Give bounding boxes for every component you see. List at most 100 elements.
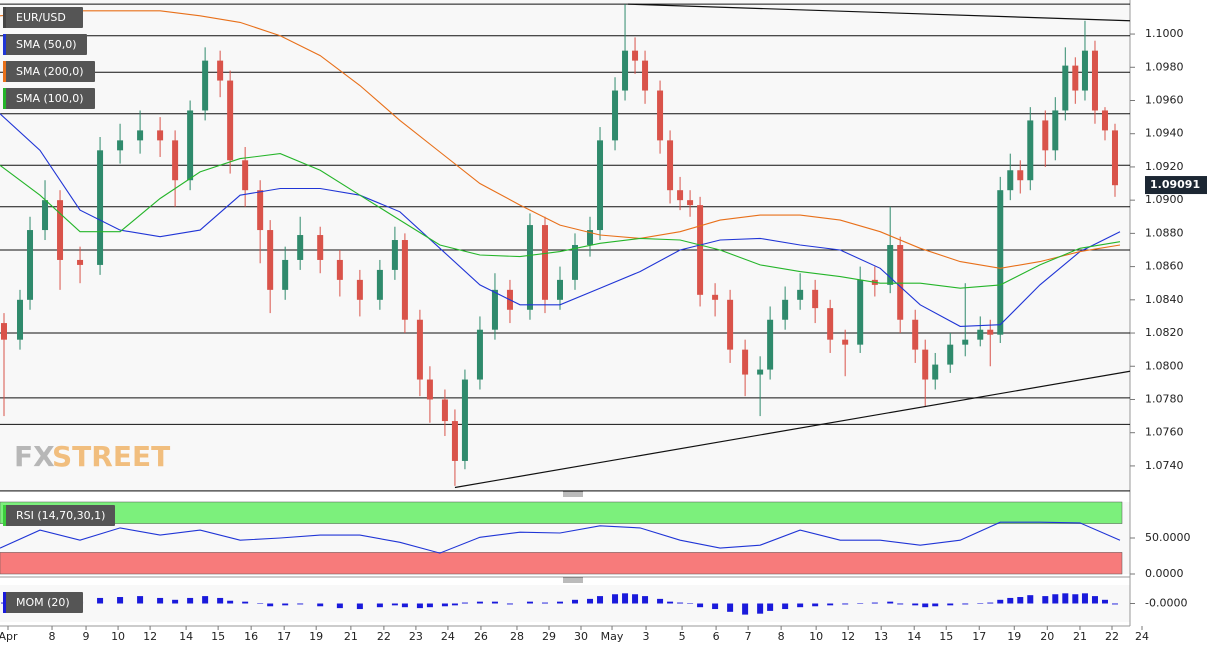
candle-body: [677, 190, 684, 201]
legend-label[interactable]: EUR/USD: [16, 11, 66, 24]
momentum-bar: [842, 603, 849, 605]
candle-body: [1072, 65, 1079, 91]
candle-body: [217, 60, 224, 81]
candle-body: [782, 299, 789, 320]
momentum-bar: [871, 602, 878, 604]
candle-body: [797, 289, 804, 300]
y-tick-label: 50.0000: [1145, 531, 1191, 544]
legend-box[interactable]: [3, 88, 95, 109]
x-tick-label: 12: [841, 630, 855, 643]
candle-body: [657, 90, 664, 141]
candle-body: [441, 399, 448, 422]
momentum-bar: [217, 597, 224, 604]
sma-line: [0, 113, 1121, 327]
candle-body: [391, 240, 398, 270]
candle-body: [117, 140, 124, 151]
pane-background: [0, 585, 1130, 622]
momentum-bar: [257, 603, 264, 604]
last-price-label: 1.09091: [1150, 178, 1200, 191]
legend-label[interactable]: RSI (14,70,30,1): [16, 509, 105, 522]
momentum-bar: [317, 603, 324, 607]
legend-swatch[interactable]: [3, 7, 6, 28]
momentum-bar: [797, 603, 804, 608]
momentum-bar: [962, 603, 969, 605]
x-tick-label: 8: [49, 630, 56, 643]
legend-swatch[interactable]: [3, 88, 6, 109]
y-tick-label: 1.0900: [1145, 193, 1184, 206]
rsi-band: [0, 552, 1123, 575]
candle-body: [257, 190, 264, 231]
candle-body: [842, 339, 849, 345]
x-tick-label: 24: [1135, 630, 1149, 643]
x-tick-label: 19: [309, 630, 323, 643]
momentum-bar: [356, 603, 363, 610]
watermark: STREET: [52, 440, 170, 473]
candle-body: [451, 421, 458, 461]
x-tick-label: 14: [907, 630, 921, 643]
candle-body: [336, 259, 343, 280]
momentum-bar: [932, 603, 939, 607]
y-tick-label: 0.0000: [1145, 567, 1184, 580]
x-tick-label: 24: [441, 630, 455, 643]
legend-swatch[interactable]: [3, 34, 6, 55]
legend-box[interactable]: [3, 61, 95, 82]
x-tick-label: 21: [344, 630, 358, 643]
legend-label[interactable]: SMA (100,0): [16, 92, 84, 105]
legend-label[interactable]: SMA (50,0): [16, 38, 77, 51]
legend-box[interactable]: [3, 34, 87, 55]
momentum-bar: [1091, 596, 1098, 604]
x-tick-label: 14: [179, 630, 193, 643]
legend-box[interactable]: [3, 7, 83, 28]
momentum-bar: [742, 603, 749, 615]
candle-body: [27, 230, 34, 300]
legend-label[interactable]: SMA (200,0): [16, 65, 84, 78]
legend-box[interactable]: [3, 592, 83, 613]
candle-body: [1007, 170, 1014, 191]
momentum-bar: [922, 603, 929, 608]
momentum-bar: [767, 603, 774, 611]
candle-body: [1101, 110, 1108, 131]
x-tick-label: 23: [409, 630, 423, 643]
y-tick-label: 1.0980: [1145, 60, 1184, 73]
x-tick-label: 22: [377, 630, 391, 643]
momentum-bar: [657, 598, 664, 604]
momentum-bar: [282, 603, 289, 606]
candle-body: [757, 369, 764, 375]
momentum-bar: [556, 601, 563, 604]
watermark: FX: [14, 440, 55, 473]
momentum-bar: [782, 603, 789, 610]
candle-body: [541, 225, 548, 300]
momentum-bar: [526, 601, 533, 604]
momentum-bar: [451, 603, 458, 606]
momentum-bar: [697, 603, 704, 608]
candle-body: [1091, 50, 1098, 111]
rsi-band: [0, 501, 1123, 524]
y-tick-label: -0.0000: [1145, 597, 1187, 610]
candle-body: [622, 50, 629, 91]
legend-box[interactable]: [3, 505, 115, 526]
candle-body: [632, 50, 639, 61]
x-tick-label: 22: [1105, 630, 1119, 643]
x-tick-label: 9: [83, 630, 90, 643]
legend-swatch[interactable]: [3, 592, 6, 613]
legend-swatch[interactable]: [3, 505, 6, 526]
candle-body: [587, 230, 594, 245]
candle-body: [57, 200, 64, 260]
candle-body: [416, 319, 423, 380]
momentum-bar: [1007, 597, 1014, 604]
momentum-bar: [376, 603, 383, 608]
candle-body: [137, 130, 144, 141]
candle-body: [202, 60, 209, 111]
legend-label[interactable]: MOM (20): [16, 596, 70, 609]
x-tick-label: 10: [111, 630, 125, 643]
momentum-bar: [187, 597, 194, 604]
momentum-bar: [242, 601, 249, 604]
candle-body: [857, 279, 864, 345]
momentum-bar: [887, 601, 894, 604]
momentum-bar: [812, 603, 819, 607]
legend-swatch[interactable]: [3, 61, 6, 82]
candle-body: [572, 245, 579, 280]
momentum-bar: [391, 603, 398, 606]
momentum-bar: [401, 603, 408, 608]
x-tick-label: 21: [1073, 630, 1087, 643]
